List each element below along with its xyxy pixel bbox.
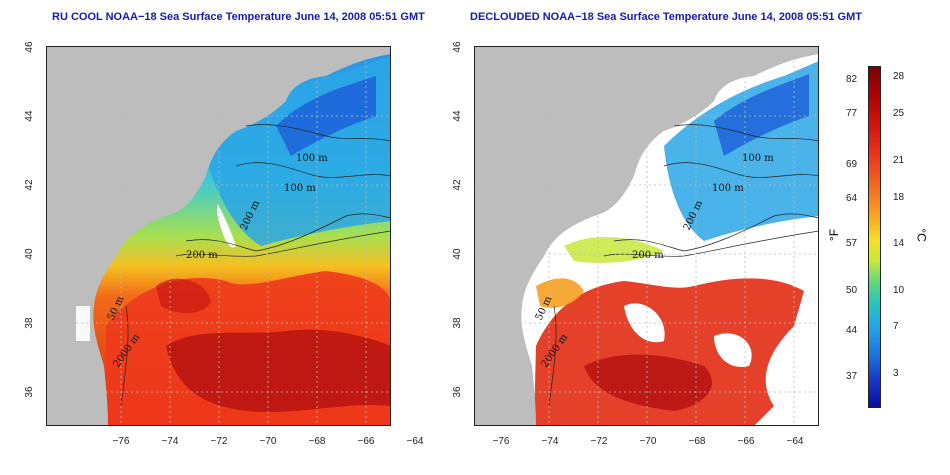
lat-tick-label: 46 — [24, 41, 35, 53]
left-map-panel: 100 m 100 m 200 m 200 m 50 m 2000 m −76 … — [24, 41, 424, 447]
right-map-panel: 100 m 100 m 200 m 200 m 50 m 2000 m −76 … — [452, 41, 819, 447]
land-mass — [46, 46, 391, 426]
contour-line — [613, 213, 819, 252]
right-sst-map: 100 m 100 m 200 m 200 m 50 m 2000 m — [474, 46, 819, 426]
fahrenheit-tick: 57 — [846, 238, 858, 249]
celsius-tick: 10 — [893, 285, 905, 296]
lon-tick-label: −70 — [640, 436, 657, 447]
lon-tick-label: −66 — [358, 436, 375, 447]
graticule — [474, 46, 819, 426]
celsius-tick: 3 — [893, 368, 899, 379]
fahrenheit-tick: 69 — [846, 159, 858, 170]
celsius-tick: 7 — [893, 321, 899, 332]
fahrenheit-tick: 37 — [846, 371, 858, 382]
contour-line — [175, 230, 391, 257]
shelf-water — [564, 236, 664, 263]
lon-tick-label: −64 — [787, 436, 804, 447]
fahrenheit-unit-label: °F — [827, 228, 842, 242]
contour-line — [235, 162, 391, 178]
coastal-warm-water — [536, 278, 584, 308]
contour-line — [120, 305, 129, 407]
lat-tick-label: 44 — [452, 110, 463, 122]
contour-label-200m: 200 m — [186, 250, 218, 261]
lon-tick-label: −74 — [162, 436, 179, 447]
lat-tick-label: 42 — [24, 179, 35, 191]
lon-tick-label: −74 — [542, 436, 559, 447]
contour-line — [185, 213, 391, 252]
lat-tick-label: 40 — [452, 248, 463, 260]
lat-tick-label: 42 — [452, 179, 463, 191]
contour-label-100m: 100 m — [296, 153, 328, 164]
lon-tick-label: −76 — [493, 436, 510, 447]
lat-tick-label: 38 — [452, 317, 463, 329]
gulf-stream-core — [584, 354, 713, 411]
celsius-tick: 25 — [893, 108, 905, 119]
left-map-title: RU COOL NOAA−18 Sea Surface Temperature … — [52, 11, 425, 23]
contour-label-200m: 200 m — [632, 250, 664, 261]
celsius-unit-label: °C — [914, 228, 929, 242]
fahrenheit-tick: 50 — [846, 285, 858, 296]
temperature-colorbar — [868, 66, 881, 408]
gulf-stream-core — [166, 329, 391, 413]
lat-tick-label: 38 — [24, 317, 35, 329]
celsius-tick: 28 — [893, 71, 905, 82]
celsius-tick: 18 — [893, 192, 905, 203]
lon-tick-label: −68 — [309, 436, 326, 447]
graticule — [46, 46, 391, 426]
contour-line — [603, 230, 819, 257]
contour-label-100m: 100 m — [284, 183, 316, 194]
lat-tick-label: 44 — [24, 110, 35, 122]
lon-tick-label: −64 — [407, 436, 424, 447]
land-mass — [474, 46, 819, 426]
lon-tick-label: −72 — [211, 436, 228, 447]
lon-tick-label: −70 — [260, 436, 277, 447]
celsius-tick: 14 — [893, 238, 905, 249]
lon-tick-label: −72 — [591, 436, 608, 447]
lat-tick-label: 36 — [24, 386, 35, 398]
contour-line — [663, 162, 819, 178]
lat-tick-label: 36 — [452, 386, 463, 398]
right-lon-ticks: −76 −74 −72 −70 −68 −66 −64 — [493, 436, 804, 447]
contour-label-100m: 100 m — [712, 183, 744, 194]
contour-line — [245, 124, 391, 142]
cloud-patch-coast — [76, 306, 90, 341]
left-sst-map: 100 m 100 m 200 m 200 m 50 m 2000 m — [46, 46, 391, 426]
left-map-frame: −76 −74 −72 −70 −68 −66 −64 36 38 40 42 … — [24, 41, 424, 447]
coldest-water-region — [714, 74, 809, 156]
right-map-frame: −76 −74 −72 −70 −68 −66 −64 36 38 40 42 … — [452, 41, 819, 447]
lon-tick-label: −76 — [113, 436, 130, 447]
right-lat-ticks: 36 38 40 42 44 46 — [452, 41, 463, 398]
celsius-tick: 21 — [893, 155, 905, 166]
contour-line — [548, 305, 557, 407]
fahrenheit-tick: 44 — [846, 325, 858, 336]
left-lat-ticks: 36 38 40 42 44 46 — [24, 41, 35, 398]
contour-label-100m: 100 m — [742, 153, 774, 164]
gulf-stream-warm-region — [534, 278, 804, 426]
left-lon-ticks: −76 −74 −72 −70 −68 −66 −64 — [113, 436, 424, 447]
lat-tick-label: 40 — [24, 248, 35, 260]
cloud-patch — [714, 333, 752, 367]
fahrenheit-tick: 64 — [846, 193, 858, 204]
right-map-title: DECLOUDED NOAA−18 Sea Surface Temperatur… — [470, 11, 862, 23]
lat-tick-label: 46 — [452, 41, 463, 53]
lon-tick-label: −68 — [689, 436, 706, 447]
fahrenheit-tick: 77 — [846, 108, 858, 119]
contour-line — [673, 124, 819, 142]
cloud-patch — [217, 204, 236, 248]
fahrenheit-tick: 82 — [846, 74, 858, 85]
lon-tick-label: −66 — [738, 436, 755, 447]
